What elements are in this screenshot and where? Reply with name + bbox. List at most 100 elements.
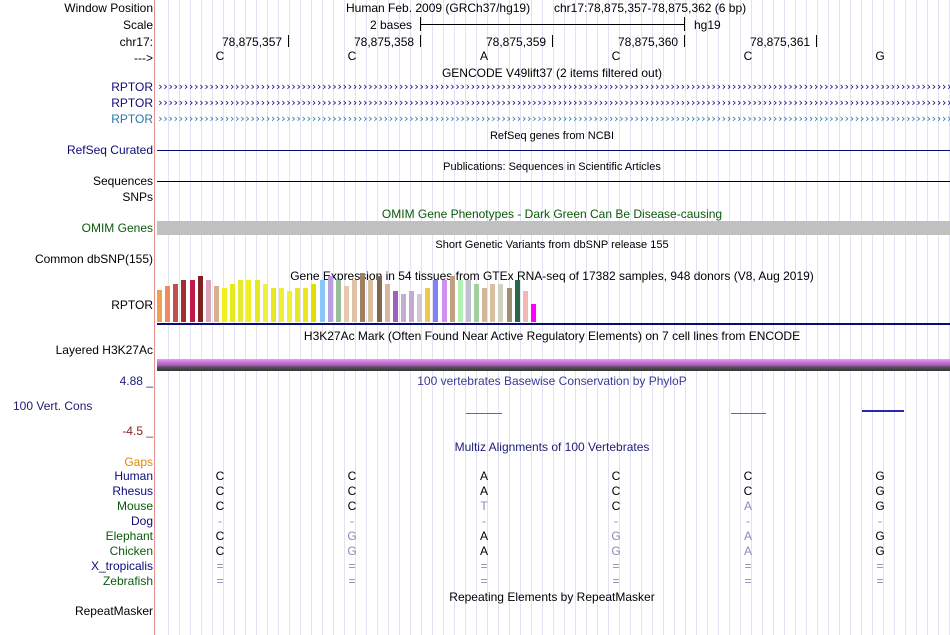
gtex-tissue-bar[interactable] <box>157 290 162 322</box>
gaps-label[interactable]: Gaps <box>124 455 153 469</box>
gtex-tissue-bar[interactable] <box>278 288 284 322</box>
gtex-tissue-bar[interactable] <box>474 284 480 322</box>
grid-line <box>586 0 587 635</box>
publications-line[interactable] <box>157 181 950 182</box>
gtex-tissue-bar[interactable] <box>490 284 496 322</box>
publications-track-label[interactable]: Sequences <box>92 174 153 188</box>
snps-label[interactable]: SNPs <box>122 190 153 204</box>
gencode-item-label[interactable]: RPTOR <box>111 96 153 110</box>
gtex-tissue-bar[interactable] <box>514 280 520 322</box>
gtex-tissue-bar[interactable] <box>197 276 203 322</box>
multiz-species-label[interactable]: Dog <box>130 514 153 528</box>
phylop-positive-score[interactable] <box>862 410 904 412</box>
gtex-tissue-bar[interactable] <box>482 288 488 322</box>
gtex-tissue-bar[interactable] <box>368 280 374 322</box>
multiz-species-label[interactable]: Rhesus <box>112 484 153 498</box>
gtex-tissue-bar[interactable] <box>181 280 187 322</box>
gtex-tissue-bar[interactable] <box>238 280 244 322</box>
gtex-tissue-bar[interactable] <box>262 284 268 322</box>
gtex-tissue-bar[interactable] <box>457 280 463 322</box>
gtex-tissue-bar[interactable] <box>222 288 228 322</box>
refseq-track-label[interactable]: RefSeq Curated <box>66 143 153 157</box>
h3k27ac-track-title[interactable]: H3K27Ac Mark (Often Found Near Active Re… <box>303 329 801 343</box>
gtex-tissue-bar[interactable] <box>327 276 333 322</box>
gtex-tissue-bar[interactable] <box>189 280 195 322</box>
gtex-tissue-bar[interactable] <box>295 288 301 322</box>
gtex-tissue-bar[interactable] <box>392 291 398 322</box>
gtex-tissue-bar[interactable] <box>433 280 439 322</box>
repeatmasker-track-label[interactable]: RepeatMasker <box>74 604 153 618</box>
multiz-track-title[interactable]: Multiz Alignments of 100 Vertebrates <box>454 440 650 454</box>
gtex-tissue-bar[interactable] <box>465 280 471 322</box>
chrom-label[interactable]: chr17: <box>119 35 153 49</box>
gtex-tissue-bar[interactable] <box>441 280 447 322</box>
gtex-tissue-bar[interactable] <box>417 294 423 322</box>
scale-label[interactable]: Scale <box>122 18 153 32</box>
multiz-species-label[interactable]: Human <box>114 469 153 483</box>
gtex-tissue-bar[interactable] <box>506 288 512 322</box>
h3k27ac-track-label[interactable]: Layered H3K27Ac <box>55 343 153 357</box>
gtex-tissue-bar[interactable] <box>270 288 276 322</box>
omim-phenotype-bar[interactable] <box>157 221 950 235</box>
multiz-species-label[interactable]: Chicken <box>109 544 153 558</box>
gtex-tissue-bar[interactable] <box>376 276 382 322</box>
gencode-transcript[interactable]: ››››››››››››››››››››››››››››››››››››››››… <box>157 80 950 93</box>
gencode-transcript[interactable]: ››››››››››››››››››››››››››››››››››››››››… <box>157 96 950 109</box>
phylop-negative-score[interactable] <box>731 413 766 414</box>
gtex-tissue-bar[interactable] <box>530 304 536 322</box>
multiz-aligned-base: C <box>611 499 621 513</box>
phylop-track-label[interactable]: 100 Vert. Cons <box>13 399 93 413</box>
phylop-track-title[interactable]: 100 vertebrates Basewise Conservation by… <box>417 374 687 388</box>
gtex-tissue-bar[interactable] <box>409 291 415 322</box>
multiz-species-label[interactable]: Elephant <box>105 529 153 543</box>
gtex-tissue-bar[interactable] <box>165 286 171 322</box>
gtex-tissue-bar[interactable] <box>335 280 341 322</box>
strand-label[interactable]: ---> <box>134 51 153 65</box>
gtex-tissue-bar[interactable] <box>213 286 219 322</box>
gtex-tissue-bar[interactable] <box>384 284 390 322</box>
multiz-species-label[interactable]: Mouse <box>116 499 153 513</box>
dbsnp-track-title[interactable]: Short Genetic Variants from dbSNP releas… <box>435 239 669 251</box>
gencode-item-label[interactable]: RPTOR <box>111 80 153 94</box>
gencode-transcript[interactable]: ››››››››››››››››››››››››››››››››››››››››… <box>157 112 950 125</box>
h3k27ac-signal[interactable] <box>157 359 950 371</box>
gtex-tissue-bar[interactable] <box>360 273 366 322</box>
gtex-tissue-bar[interactable] <box>246 280 252 322</box>
gtex-tissue-bar[interactable] <box>287 291 293 322</box>
gencode-track-title[interactable]: GENCODE V49lift37 (2 items filtered out) <box>441 66 663 80</box>
grid-line <box>883 0 884 635</box>
gencode-item-label[interactable]: RPTOR <box>111 112 153 126</box>
gtex-tissue-bar[interactable] <box>254 280 260 322</box>
gtex-tissue-bar[interactable] <box>205 280 211 322</box>
gtex-tissue-bar[interactable] <box>343 286 349 322</box>
gtex-tissue-bar[interactable] <box>352 280 358 322</box>
gtex-tissue-bar[interactable] <box>425 288 431 322</box>
gtex-tissue-bar[interactable] <box>400 294 406 322</box>
gtex-tissue-bar[interactable] <box>449 276 455 322</box>
publications-track-title[interactable]: Publications: Sequences in Scientific Ar… <box>443 161 661 173</box>
refseq-gene-line[interactable] <box>157 150 950 151</box>
phylop-negative-score[interactable] <box>466 413 502 414</box>
reference-base: C <box>215 49 225 63</box>
gtex-tissue-bar[interactable] <box>173 284 179 322</box>
dbsnp-track-label[interactable]: Common dbSNP(155) <box>34 252 153 266</box>
multiz-species-label[interactable]: Zebrafish <box>102 574 153 588</box>
window-position-label[interactable]: Window Position <box>64 1 153 15</box>
multiz-aligned-base: C <box>347 469 357 483</box>
multiz-species-label[interactable]: X_tropicalis <box>90 559 153 573</box>
refseq-track-title[interactable]: RefSeq genes from NCBI <box>489 130 615 142</box>
gtex-tissue-bar[interactable] <box>303 288 309 322</box>
scale-bar <box>420 24 685 25</box>
gtex-tissue-bar[interactable] <box>522 291 528 322</box>
omim-track-title[interactable]: OMIM Gene Phenotypes - Dark Green Can Be… <box>381 207 723 221</box>
omim-track-label[interactable]: OMIM Genes <box>81 221 153 235</box>
gtex-tissue-bar[interactable] <box>230 284 236 322</box>
gtex-gene-label[interactable]: RPTOR <box>111 298 153 312</box>
gtex-tissue-bar[interactable] <box>319 280 325 322</box>
gtex-track-title[interactable]: Gene Expression in 54 tissues from GTEx … <box>290 269 814 283</box>
gtex-tissue-bar[interactable] <box>498 284 504 322</box>
grid-line <box>707 0 708 635</box>
gtex-tissue-bar[interactable] <box>311 284 317 322</box>
repeatmasker-track-title[interactable]: Repeating Elements by RepeatMasker <box>449 590 655 604</box>
